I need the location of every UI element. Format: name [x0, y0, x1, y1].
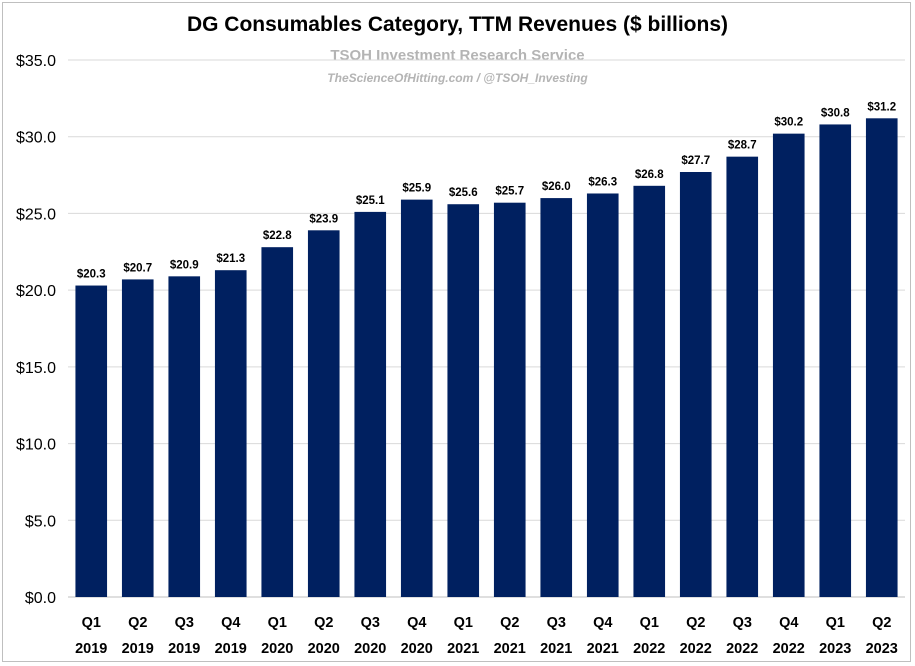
bar — [586, 193, 619, 598]
data-label: $30.8 — [821, 107, 850, 119]
chart-title: DG Consumables Category, TTM Revenues ($… — [186, 13, 729, 36]
y-tick-label: $10.0 — [16, 437, 56, 454]
bar — [75, 285, 108, 597]
x-category-year: 2020 — [261, 641, 293, 657]
y-tick-label: $0.0 — [25, 590, 56, 607]
y-tick-label: $30.0 — [16, 130, 56, 147]
x-category-quarter: Q4 — [779, 615, 798, 631]
data-label: $25.6 — [449, 187, 478, 199]
bar — [540, 198, 573, 598]
y-tick-label: $35.0 — [16, 53, 56, 70]
bar — [493, 202, 526, 597]
bar — [168, 276, 201, 597]
x-category-quarter: Q4 — [407, 615, 426, 631]
x-category-year: 2022 — [633, 641, 665, 657]
x-category-year: 2023 — [819, 641, 851, 657]
bar — [307, 230, 340, 597]
data-label: $26.8 — [635, 169, 664, 181]
gridlines — [68, 59, 905, 598]
watermark-website: TheScienceOfHitting.com / @TSOH_Investin… — [327, 71, 588, 85]
data-label: $30.2 — [774, 117, 803, 129]
x-category-quarter: Q1 — [268, 615, 287, 631]
x-category-year: 2023 — [866, 641, 898, 657]
x-category-year: 2020 — [354, 641, 386, 657]
bar — [633, 185, 666, 597]
x-category-year: 2019 — [215, 641, 247, 657]
data-label: $23.9 — [309, 213, 338, 225]
y-tick-label: $5.0 — [25, 513, 56, 530]
bar — [865, 118, 898, 597]
data-label: $28.7 — [728, 140, 757, 152]
bar — [819, 124, 852, 597]
data-label: $26.3 — [588, 176, 617, 188]
bar — [447, 204, 480, 598]
x-category-year: 2020 — [401, 641, 433, 657]
x-category-year: 2022 — [726, 641, 758, 657]
bar — [679, 172, 712, 597]
x-category-quarter: Q3 — [175, 615, 194, 631]
x-category-quarter: Q2 — [128, 615, 147, 631]
data-label: $26.0 — [542, 181, 571, 193]
data-label: $31.2 — [867, 101, 896, 113]
bar — [354, 211, 387, 597]
x-category-year: 2022 — [773, 641, 805, 657]
y-tick-label: $20.0 — [16, 283, 56, 300]
x-category-quarter: Q2 — [872, 615, 891, 631]
y-axis-tick-labels: $0.0 $5.0 $10.0 $15.0 $20.0 $25.0 $30.0 $35.0 — [16, 53, 56, 607]
data-label: $25.1 — [356, 195, 385, 207]
x-category-year: 2020 — [308, 641, 340, 657]
x-axis-category-labels: Q1 2019 Q2 2019 Q3 2019 Q4 2019 Q1 2020 Q2 2020 Q3 20… — [75, 615, 898, 657]
y-tick-label: $15.0 — [16, 360, 56, 377]
x-category-quarter: Q4 — [221, 615, 240, 631]
x-category-year: 2021 — [494, 641, 526, 657]
y-tick-label: $25.0 — [16, 206, 56, 223]
x-category-quarter: Q1 — [454, 615, 473, 631]
bar — [400, 199, 433, 597]
bar — [772, 133, 805, 597]
data-label: $25.7 — [495, 186, 524, 198]
x-category-quarter: Q1 — [640, 615, 659, 631]
data-label: $21.3 — [216, 253, 245, 265]
x-category-year: 2019 — [75, 641, 107, 657]
data-label: $20.7 — [123, 262, 152, 274]
x-category-quarter: Q3 — [361, 615, 380, 631]
bar — [214, 270, 247, 597]
x-category-year: 2021 — [540, 641, 572, 657]
x-category-quarter: Q4 — [593, 615, 612, 631]
bar — [121, 279, 154, 597]
bar — [726, 156, 759, 597]
x-category-quarter: Q2 — [314, 615, 333, 631]
x-category-quarter: Q3 — [547, 615, 566, 631]
x-category-year: 2021 — [447, 641, 479, 657]
x-category-year: 2019 — [168, 641, 200, 657]
x-category-year: 2019 — [122, 641, 154, 657]
x-category-year: 2021 — [587, 641, 619, 657]
data-labels: $20.3 $20.7 $20.9 $21.3 $22.8 $23.9 $25.1 $25.9… — [77, 101, 896, 280]
bar — [261, 247, 294, 597]
data-label: $20.3 — [77, 269, 106, 281]
data-label: $20.9 — [170, 259, 199, 271]
bars — [75, 118, 898, 598]
x-category-quarter: Q1 — [826, 615, 845, 631]
x-category-year: 2022 — [680, 641, 712, 657]
data-label: $22.8 — [263, 230, 292, 242]
data-label: $27.7 — [681, 155, 710, 167]
data-label: $25.9 — [402, 183, 431, 195]
x-category-quarter: Q2 — [500, 615, 519, 631]
x-category-quarter: Q1 — [82, 615, 101, 631]
x-category-quarter: Q2 — [686, 615, 705, 631]
x-category-quarter: Q3 — [733, 615, 752, 631]
